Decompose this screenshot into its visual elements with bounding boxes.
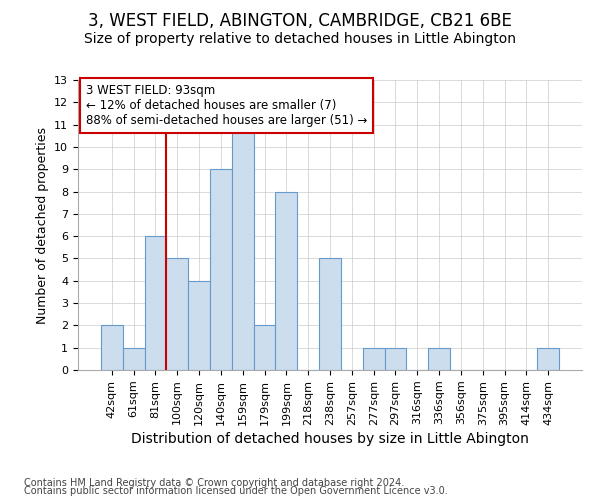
Bar	[537, 348, 559, 370]
Bar	[232, 124, 254, 370]
Bar	[319, 258, 341, 370]
Text: Contains public sector information licensed under the Open Government Licence v3: Contains public sector information licen…	[24, 486, 448, 496]
Bar	[188, 281, 210, 370]
Bar	[428, 348, 450, 370]
Bar	[101, 326, 123, 370]
Bar	[385, 348, 406, 370]
Text: 3, WEST FIELD, ABINGTON, CAMBRIDGE, CB21 6BE: 3, WEST FIELD, ABINGTON, CAMBRIDGE, CB21…	[88, 12, 512, 30]
Bar	[145, 236, 166, 370]
Bar	[166, 258, 188, 370]
Text: Contains HM Land Registry data © Crown copyright and database right 2024.: Contains HM Land Registry data © Crown c…	[24, 478, 404, 488]
Text: Size of property relative to detached houses in Little Abington: Size of property relative to detached ho…	[84, 32, 516, 46]
Bar	[123, 348, 145, 370]
Y-axis label: Number of detached properties: Number of detached properties	[35, 126, 49, 324]
Bar	[275, 192, 297, 370]
X-axis label: Distribution of detached houses by size in Little Abington: Distribution of detached houses by size …	[131, 432, 529, 446]
Text: 3 WEST FIELD: 93sqm
← 12% of detached houses are smaller (7)
88% of semi-detache: 3 WEST FIELD: 93sqm ← 12% of detached ho…	[86, 84, 367, 128]
Bar	[210, 169, 232, 370]
Bar	[363, 348, 385, 370]
Bar	[254, 326, 275, 370]
